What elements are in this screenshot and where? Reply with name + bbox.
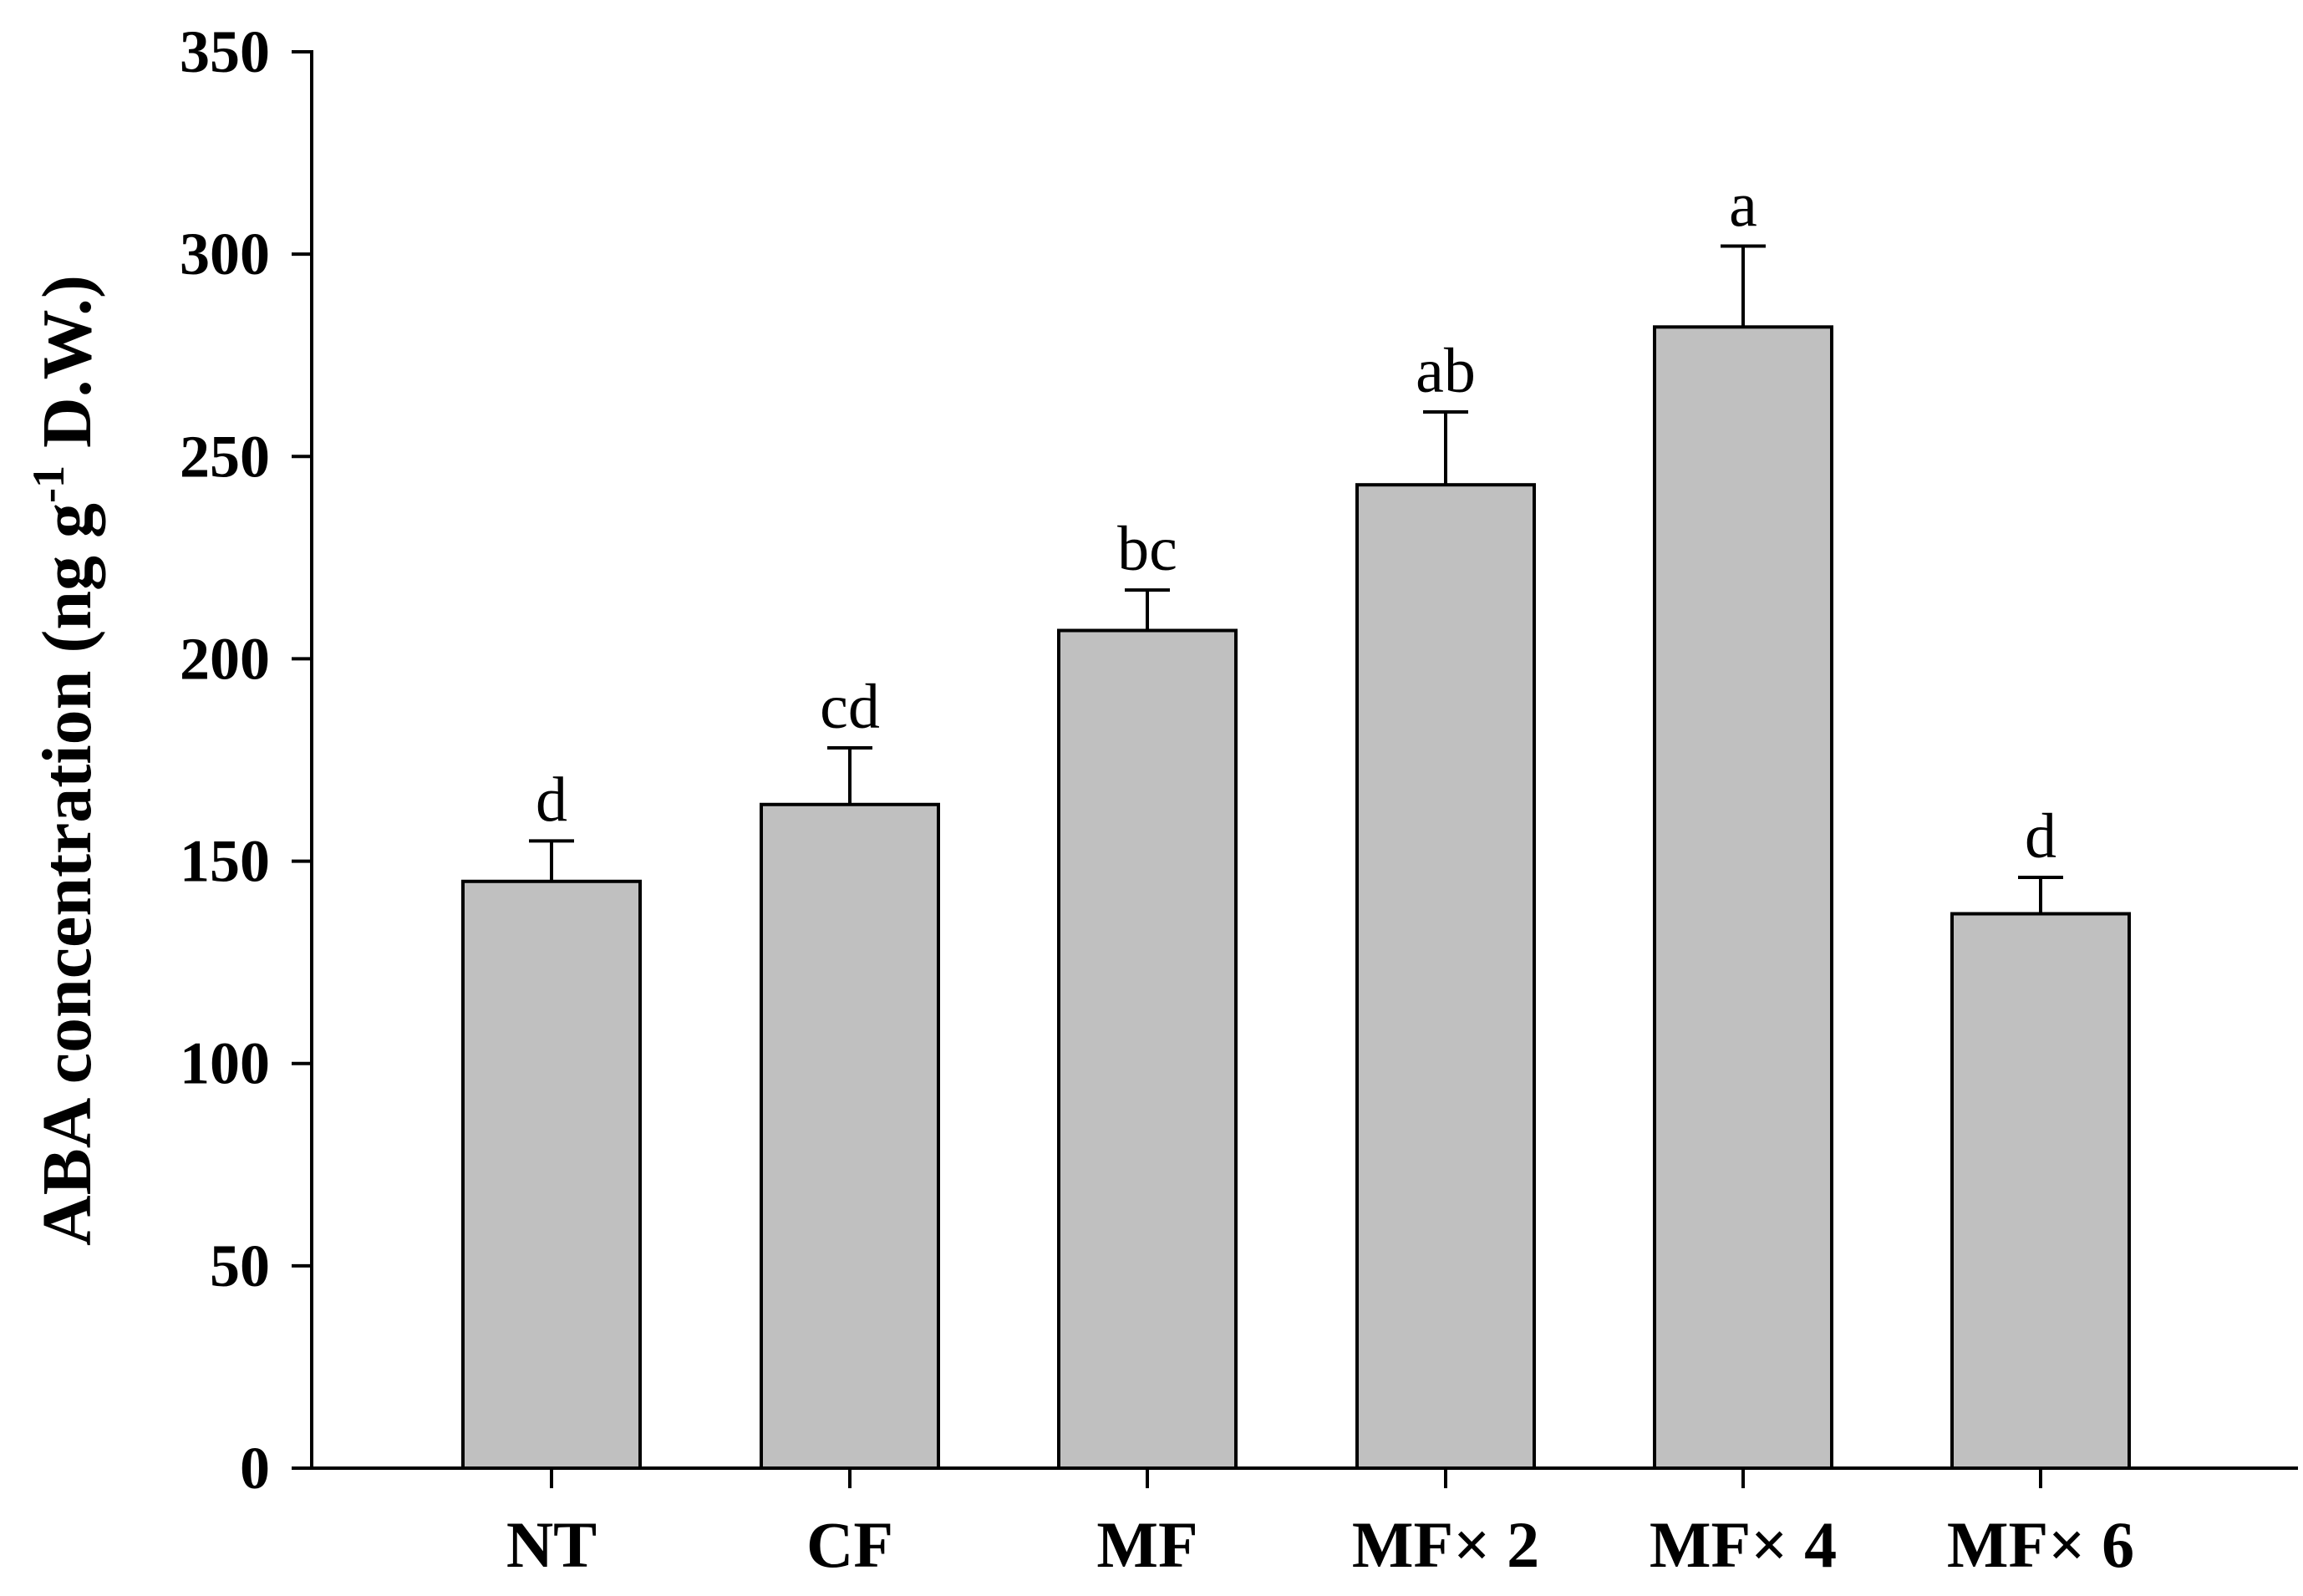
x-tick-label: MF× 4 <box>1650 1508 1837 1581</box>
bar-2 <box>1057 628 1238 1470</box>
bar-series <box>461 325 2131 1471</box>
y-axis-label: ABA concentration (ng g-1 D.W.) <box>23 275 106 1246</box>
y-axis-title: ABA concentration (ng g-1 D.W.) <box>23 275 106 1246</box>
y-axis-title-unit: D.W.) <box>28 275 106 465</box>
significance-letter: d <box>2025 801 2056 872</box>
y-tick-label: 300 <box>180 221 270 287</box>
y-tick-label: 250 <box>180 423 270 490</box>
bar-1 <box>760 802 940 1470</box>
y-tick-label: 100 <box>180 1030 270 1097</box>
bar-0 <box>461 879 642 1471</box>
y-tick-label: 150 <box>180 828 270 895</box>
y-axis-ticks: 0 50 100 150 200 250 300 350 <box>180 18 312 1502</box>
bar-4 <box>1653 325 1833 1470</box>
significance-letter: a <box>1729 170 1757 240</box>
x-axis-ticks: NT CF MF MF× 2 MF× 4 MF× 6 <box>506 1468 2134 1581</box>
y-tick-label: 50 <box>210 1233 270 1299</box>
x-tick-label: MF× 6 <box>1947 1508 2134 1581</box>
significance-letter: d <box>536 765 567 835</box>
x-tick-label: MF <box>1096 1508 1197 1581</box>
y-tick-label: 350 <box>180 18 270 85</box>
axes <box>310 50 2298 1470</box>
bar-3 <box>1355 483 1536 1471</box>
y-tick-label: 200 <box>180 625 270 692</box>
x-tick-label: MF× 2 <box>1352 1508 1539 1581</box>
significance-letter: bc <box>1117 514 1177 584</box>
x-tick-label: CF <box>806 1508 893 1581</box>
bar-5 <box>1950 912 2131 1470</box>
y-axis-title-main: ABA concentration (ng g <box>28 503 106 1246</box>
significance-letter: ab <box>1416 336 1476 406</box>
significance-letters: d cd bc ab a d <box>536 170 2056 871</box>
error-bars <box>529 244 2063 914</box>
significance-letter: cd <box>820 672 880 742</box>
x-tick-label: NT <box>506 1508 597 1581</box>
y-axis-title-superscript: -1 <box>23 465 74 503</box>
y-tick-label: 0 <box>240 1435 270 1502</box>
